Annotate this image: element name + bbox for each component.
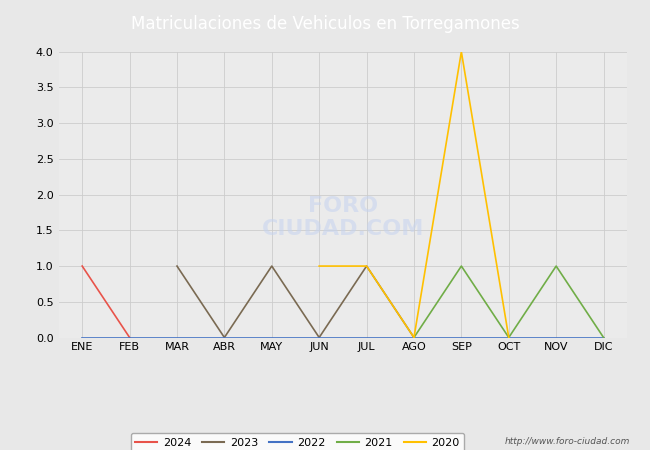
2022 bbox=[505, 335, 513, 340]
2020 bbox=[315, 263, 323, 269]
2022 bbox=[125, 335, 133, 340]
2022 bbox=[363, 335, 370, 340]
Text: FORO
CIUDAD.COM: FORO CIUDAD.COM bbox=[262, 196, 424, 239]
2022 bbox=[78, 335, 86, 340]
2024 bbox=[125, 335, 133, 340]
Text: http://www.foro-ciudad.com: http://www.foro-ciudad.com bbox=[505, 436, 630, 446]
2021 bbox=[410, 335, 418, 340]
2023 bbox=[173, 263, 181, 269]
2022 bbox=[410, 335, 418, 340]
Line: 2020: 2020 bbox=[319, 52, 509, 338]
2022 bbox=[600, 335, 608, 340]
2020 bbox=[458, 49, 465, 54]
2022 bbox=[552, 335, 560, 340]
2021 bbox=[505, 335, 513, 340]
Legend: 2024, 2023, 2022, 2021, 2020: 2024, 2023, 2022, 2021, 2020 bbox=[131, 433, 464, 450]
Line: 2023: 2023 bbox=[177, 266, 414, 338]
2020 bbox=[505, 335, 513, 340]
2020 bbox=[410, 335, 418, 340]
2023 bbox=[268, 263, 276, 269]
2022 bbox=[315, 335, 323, 340]
2022 bbox=[220, 335, 228, 340]
2022 bbox=[458, 335, 465, 340]
2023 bbox=[410, 335, 418, 340]
2023 bbox=[220, 335, 228, 340]
Line: 2024: 2024 bbox=[82, 266, 129, 338]
2022 bbox=[268, 335, 276, 340]
2024 bbox=[78, 263, 86, 269]
2021 bbox=[552, 263, 560, 269]
2021 bbox=[600, 335, 608, 340]
2023 bbox=[363, 263, 370, 269]
Text: Matriculaciones de Vehiculos en Torregamones: Matriculaciones de Vehiculos en Torregam… bbox=[131, 14, 519, 33]
2022 bbox=[173, 335, 181, 340]
2023 bbox=[315, 335, 323, 340]
2020 bbox=[363, 263, 370, 269]
2021 bbox=[458, 263, 465, 269]
Line: 2021: 2021 bbox=[414, 266, 604, 338]
